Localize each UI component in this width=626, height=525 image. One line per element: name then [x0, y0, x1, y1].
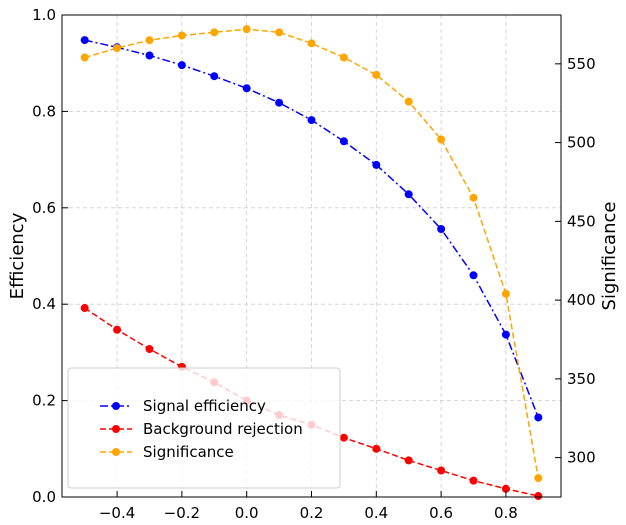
data-point — [307, 39, 316, 48]
axis-ticks: −0.4 −0.2 0.0 0.2 0.4 0.6 0.8 0.0 0.2 0.4 0.6 0.8 1.… — [32, 6, 596, 522]
y-tick-label: 0.8 — [32, 102, 56, 120]
data-point — [339, 53, 348, 62]
legend-label: Significance — [143, 443, 234, 461]
y2-tick-label: 550 — [567, 55, 596, 73]
data-point — [80, 53, 89, 62]
legend-label: Background rejection — [143, 420, 303, 438]
y-tick-label: 1.0 — [32, 6, 56, 24]
data-point — [177, 61, 186, 70]
legend-entry: Signal efficiency — [100, 397, 266, 415]
data-point — [404, 456, 413, 465]
data-point — [242, 25, 251, 34]
data-point — [469, 476, 478, 485]
data-point — [210, 72, 219, 81]
x-tick-label: 0.2 — [300, 504, 324, 522]
y2-tick-label: 350 — [567, 370, 596, 388]
data-point — [275, 28, 284, 37]
data-point — [437, 466, 446, 475]
legend: Signal efficiency Background rejection Sig… — [67, 367, 341, 489]
series-2 — [80, 25, 543, 483]
data-point — [372, 444, 381, 453]
data-point — [242, 84, 251, 93]
data-point — [339, 137, 348, 146]
data-point — [501, 330, 510, 339]
data-point — [275, 98, 284, 107]
data-point — [177, 31, 186, 40]
data-point — [534, 474, 543, 483]
y2-tick-label: 400 — [567, 291, 596, 309]
x-tick-label: 0.4 — [364, 504, 388, 522]
data-point — [501, 484, 510, 493]
x-tick-label: −0.4 — [99, 504, 135, 522]
data-point — [437, 135, 446, 144]
y-tick-label: 0.2 — [32, 392, 56, 410]
data-point — [534, 413, 543, 422]
y-tick-label: 0.4 — [32, 295, 56, 313]
data-point — [469, 193, 478, 202]
y2-tick-label: 450 — [567, 212, 596, 230]
y2-axis-label: Significance — [599, 202, 620, 311]
legend-marker — [112, 402, 120, 410]
legend-label: Signal efficiency — [143, 397, 266, 415]
data-point — [372, 70, 381, 79]
x-tick-label: 0.8 — [494, 504, 518, 522]
legend-marker — [112, 425, 120, 433]
data-point — [404, 190, 413, 199]
data-point — [437, 225, 446, 234]
series-line — [84, 28, 540, 479]
y-tick-label: 0.6 — [32, 199, 56, 217]
y2-tick-label: 300 — [567, 449, 596, 467]
data-point — [113, 325, 122, 334]
legend-marker — [112, 448, 120, 456]
x-tick-label: −0.2 — [164, 504, 200, 522]
data-point — [145, 345, 154, 354]
legend-entry: Background rejection — [100, 420, 303, 438]
data-point — [145, 36, 154, 45]
data-point — [145, 51, 154, 60]
data-point — [404, 97, 413, 106]
data-point — [469, 271, 478, 280]
data-point — [113, 44, 122, 53]
x-tick-label: 0.6 — [429, 504, 453, 522]
data-point — [339, 433, 348, 442]
data-point — [80, 304, 89, 313]
y2-tick-label: 500 — [567, 134, 596, 152]
data-point — [80, 36, 89, 45]
data-point — [307, 116, 316, 125]
legend-entry: Significance — [100, 443, 234, 461]
y-axis-label: Efficiency — [7, 212, 28, 299]
data-point — [534, 492, 543, 501]
data-point — [372, 160, 381, 169]
y-tick-label: 0.0 — [32, 488, 56, 506]
x-tick-label: 0.0 — [235, 504, 259, 522]
data-point — [210, 28, 219, 37]
data-point — [501, 289, 510, 298]
legend-box — [67, 367, 341, 489]
